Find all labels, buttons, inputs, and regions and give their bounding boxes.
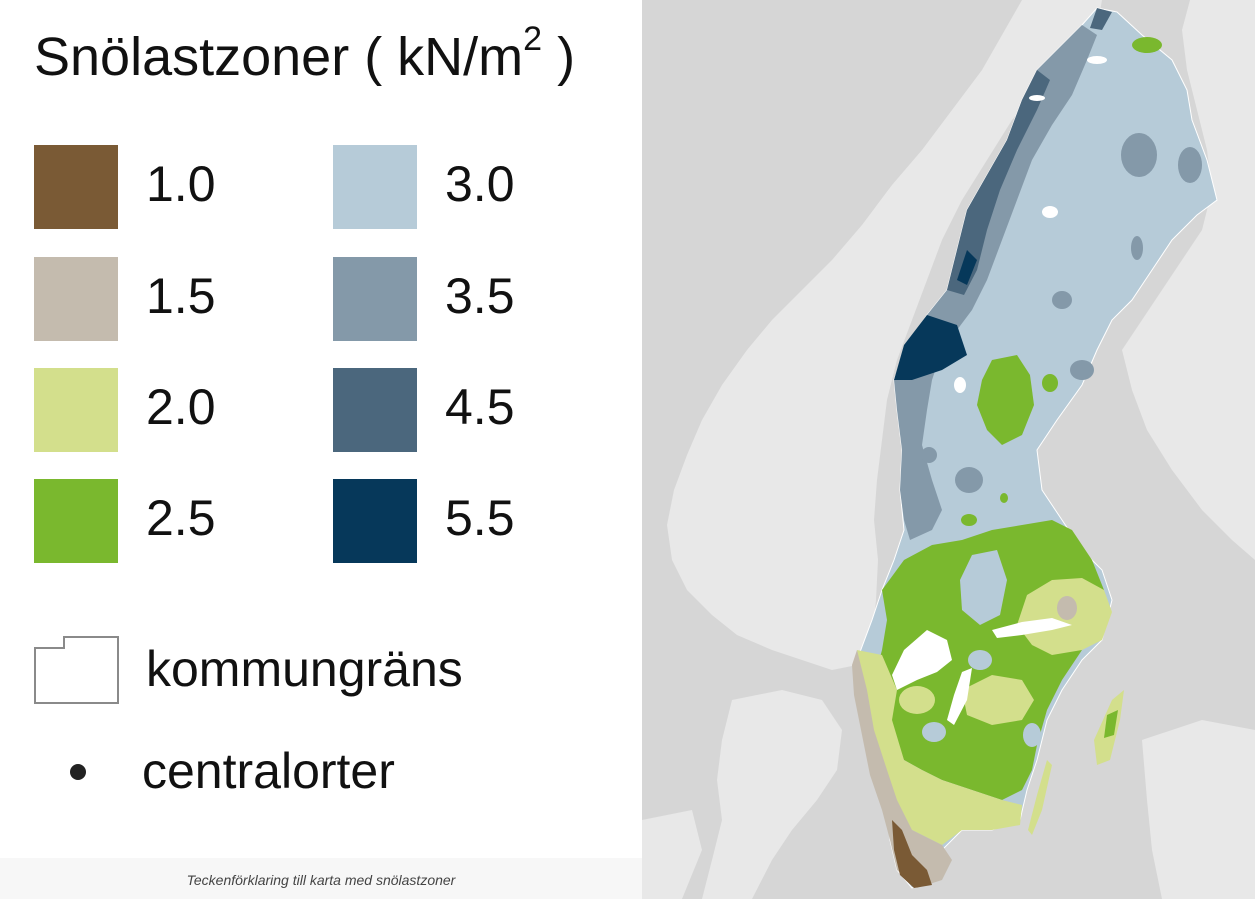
zone-3-5-island [1052, 291, 1072, 309]
legend-title: Snölastzoner ( kN/m2 ) [34, 22, 576, 87]
zone-swatch [34, 145, 118, 229]
zone-label: 3.5 [445, 268, 515, 324]
zone-2-5-patch [1042, 374, 1058, 392]
zone-3-5-area [894, 25, 1097, 540]
boundary-label: kommungräns [146, 641, 463, 697]
lake-torne [1087, 56, 1107, 64]
baltic-coast-landmass [1142, 720, 1255, 899]
zone-2-0: 2.0 [34, 368, 294, 452]
zone-label: 5.5 [445, 490, 515, 546]
map-svg [642, 0, 1255, 899]
zone-swatch [333, 257, 417, 341]
zone-5-5: 5.5 [333, 479, 593, 563]
zone-swatch [333, 145, 417, 229]
lake-north [1042, 206, 1058, 218]
snow-load-map [642, 0, 1255, 899]
caption-bar: Teckenförklaring till karta med snölastz… [0, 858, 642, 899]
central-town-dot-icon [70, 764, 86, 780]
zone-swatch [34, 479, 118, 563]
zone-3-5-island [921, 447, 937, 463]
zone-5-5-area-small [957, 250, 977, 285]
zone-label: 4.5 [445, 379, 515, 435]
town-legend-row: centralorter [34, 740, 594, 800]
zone-2-5-patch [961, 514, 977, 526]
zone-3-5-island [1178, 147, 1202, 183]
lake-vanern [892, 630, 952, 690]
town-label: centralorter [142, 743, 395, 799]
legend-panel: Snölastzoner ( kN/m2 ) 1.0 1.5 2.0 2.5 3… [0, 22, 642, 899]
zone-3-0-patch [1023, 723, 1041, 747]
legend-title-exponent: 2 [523, 20, 543, 58]
lake-malaren [992, 618, 1072, 638]
zone-swatch [34, 257, 118, 341]
continent-landmass [642, 810, 702, 899]
finland-landmass [1122, 0, 1255, 560]
lake-vattern [947, 668, 972, 725]
zone-label: 2.5 [146, 490, 216, 546]
caption: Teckenförklaring till karta med snölastz… [186, 872, 456, 888]
zone-3-0-patch [968, 650, 992, 670]
zone-3-0: 3.0 [333, 145, 593, 229]
zone-3-0-patch [922, 722, 946, 742]
zone-swatch [333, 368, 417, 452]
denmark-landmass [702, 690, 842, 899]
lake-small [1029, 95, 1045, 101]
zone-3-5-island [1131, 236, 1143, 260]
zone-3-5: 3.5 [333, 257, 593, 341]
zone-swatch [34, 368, 118, 452]
zone-2-5-patch [1000, 493, 1008, 503]
zone-3-5-island [955, 467, 983, 493]
zone-label: 2.0 [146, 379, 216, 435]
zone-4-5: 4.5 [333, 368, 593, 452]
zone-2-5-patch-north [977, 355, 1034, 445]
legend-title-prefix: Snölastzoner ( kN/m [34, 27, 524, 87]
zone-3-5-island [1121, 133, 1157, 177]
zone-2-0-area-central [962, 675, 1034, 725]
zone-1-0: 1.0 [34, 145, 294, 229]
zone-2-5: 2.5 [34, 479, 294, 563]
norway-landmass [667, 0, 1102, 670]
zone-swatch [333, 479, 417, 563]
zone-2-0-patch [899, 686, 935, 714]
zone-2-5-patch [1132, 37, 1162, 53]
zone-2-0-area-south [857, 650, 1022, 845]
zone-4-5-area [947, 70, 1050, 295]
zone-label: 1.0 [146, 156, 216, 212]
zone-3-0-patch [960, 550, 1007, 625]
oland-island [1028, 760, 1052, 835]
zone-5-5-area [894, 315, 967, 380]
lake-storsjon [954, 377, 966, 393]
gotland-green-patch [1104, 710, 1118, 738]
zone-label: 3.0 [445, 156, 515, 212]
legend-title-suffix: ) [542, 27, 576, 87]
zone-1-5: 1.5 [34, 257, 294, 341]
zone-1-5-patch [1057, 596, 1077, 620]
zone-3-5-island [1070, 360, 1094, 380]
zone-1-0-area [892, 820, 932, 888]
zone-label: 1.5 [146, 268, 216, 324]
zone-4-5-area-north [1090, 8, 1112, 30]
municipal-boundary-icon [34, 636, 119, 704]
boundary-legend-row: kommungräns [34, 636, 594, 706]
